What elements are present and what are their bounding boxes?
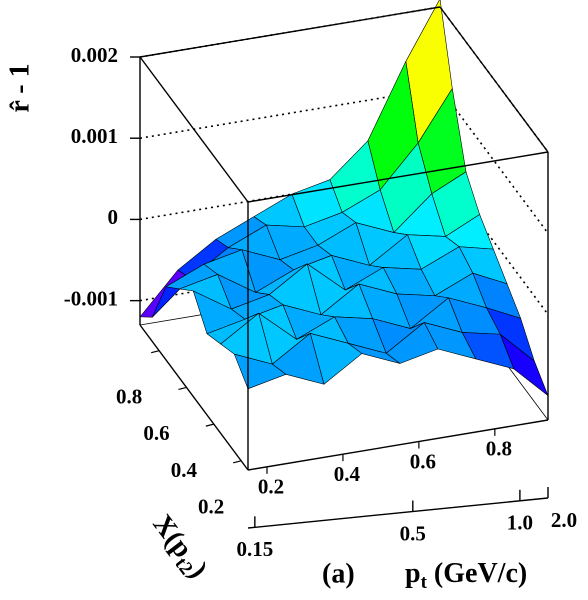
x-axis-label: pt (GeV/c) <box>405 558 527 593</box>
x-tick-label: 0.6 <box>410 449 436 473</box>
box-edge <box>247 151 549 203</box>
x2-tick-label: 1.0 <box>507 511 533 535</box>
x2-tick-label: 0.15 <box>236 537 273 561</box>
x-label-sub: t <box>421 572 428 593</box>
y-axis-label: X(pt2) <box>143 509 213 586</box>
box-edge <box>139 6 441 58</box>
box-edge <box>139 56 249 203</box>
x-label-unit: (GeV/c) <box>427 558 527 589</box>
y-tick <box>178 386 187 390</box>
y-tick <box>205 423 214 427</box>
surface-cell <box>234 353 287 390</box>
y-tick <box>150 350 160 354</box>
x-tick-label: 0.2 <box>258 475 284 499</box>
box-edge <box>247 419 549 471</box>
x-tick-label: 0.4 <box>334 462 361 486</box>
y-tick-label: 0.8 <box>116 385 142 409</box>
y-tick <box>233 460 242 464</box>
y-tick-label: 0.6 <box>143 421 169 445</box>
x-label-main: p <box>405 558 421 589</box>
z-tick-label: 0.002 <box>71 43 118 67</box>
box-edge <box>139 324 249 471</box>
x2-tick-label: 0.5 <box>400 521 426 545</box>
y-label-main: X(p <box>146 509 198 564</box>
z-tick-label: 0 <box>108 205 119 229</box>
annotation: (a) <box>322 558 355 589</box>
y-tick-label: 0.4 <box>171 458 198 482</box>
grid-line <box>139 6 549 153</box>
z-tick-label: -0.001 <box>64 286 118 310</box>
x2-axis-line <box>247 497 549 529</box>
z-tick-label: 0.001 <box>71 124 118 148</box>
y-tick-label: 0.2 <box>198 495 224 519</box>
x-tick-label: 0.8 <box>486 437 512 461</box>
x2-tick-label: 2.0 <box>551 508 577 532</box>
z-axis-label: r̂ - 1 <box>4 63 35 112</box>
box-edge <box>439 6 549 153</box>
